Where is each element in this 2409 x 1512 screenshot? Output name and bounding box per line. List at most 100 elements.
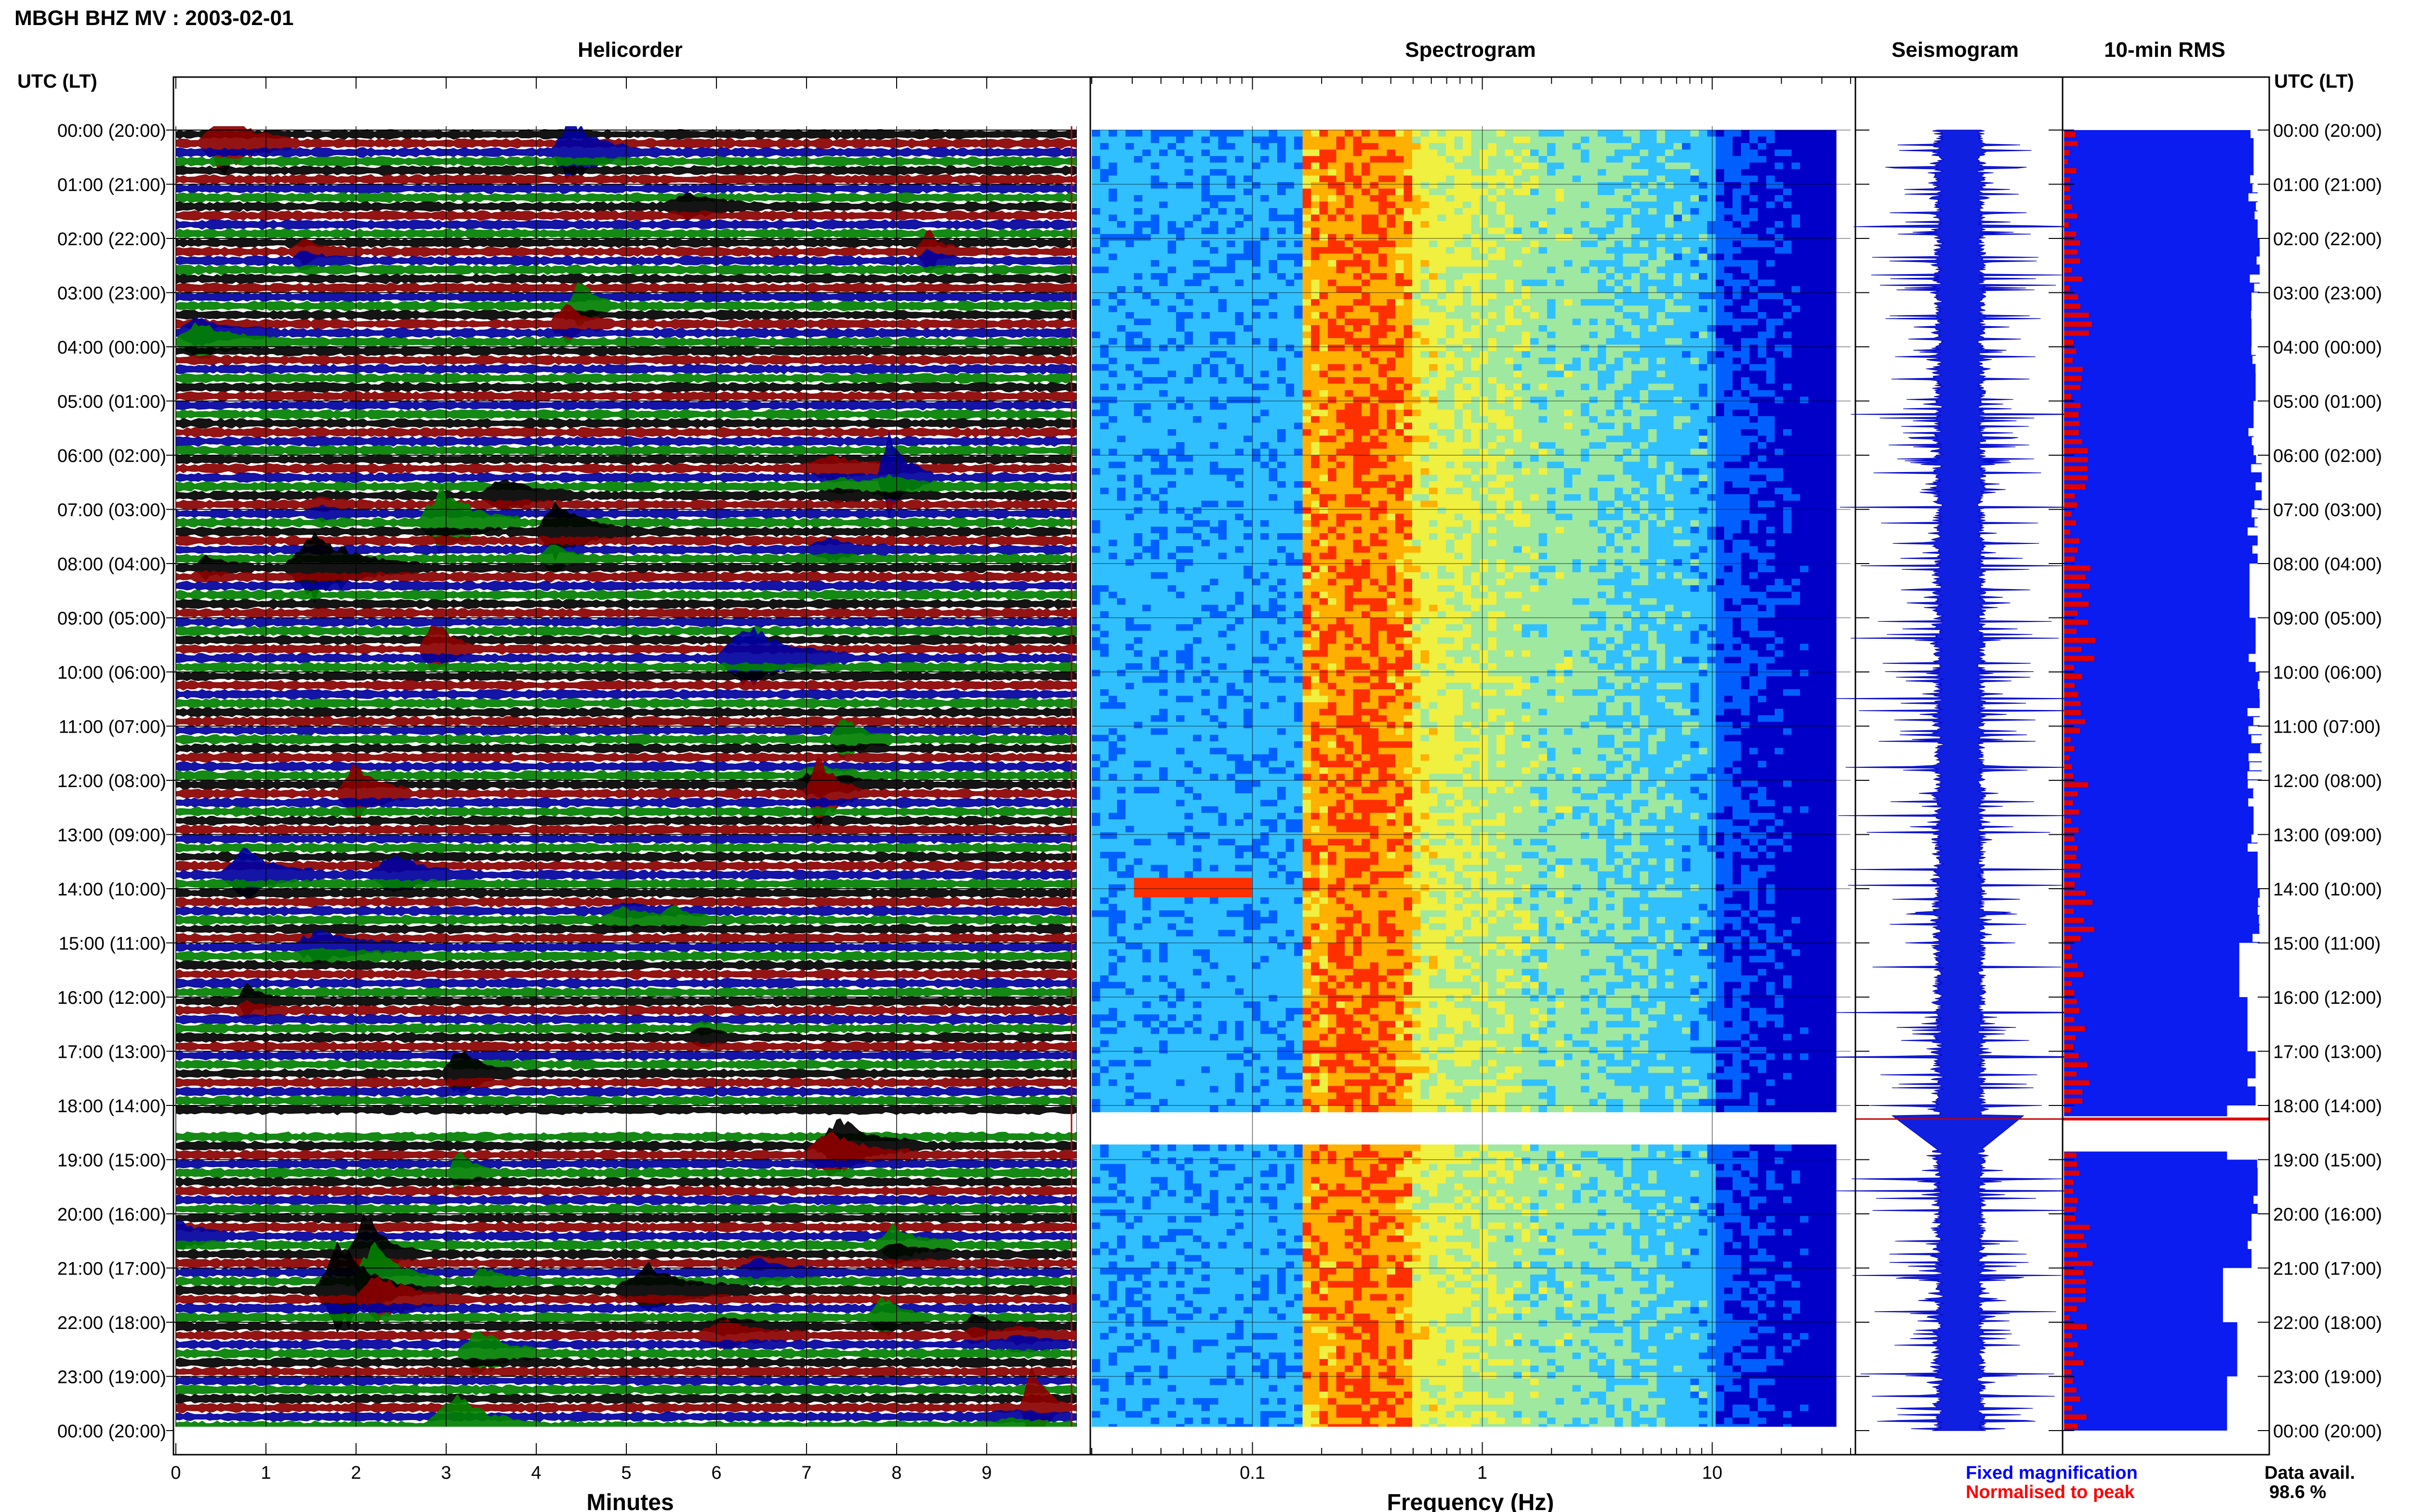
spectrogram-cell xyxy=(1362,130,1371,137)
spectrogram-cell xyxy=(1100,455,1109,462)
spectrogram-cell xyxy=(1530,299,1539,306)
spectrogram-cell xyxy=(1665,299,1674,306)
spectrogram-cell xyxy=(1109,253,1118,261)
spectrogram-cell xyxy=(1834,273,1837,280)
spectrogram-cell xyxy=(1353,175,1362,183)
spectrogram-cell xyxy=(1151,468,1160,475)
spectrogram-cell xyxy=(1589,325,1598,332)
spectrogram-cell xyxy=(1800,201,1809,209)
spectrogram-cell xyxy=(1176,208,1185,215)
spectrogram-cell xyxy=(1682,370,1691,378)
spectrogram-cell xyxy=(1673,130,1682,137)
spectrogram-cell xyxy=(1362,292,1371,300)
spectrogram-cell xyxy=(1437,182,1446,189)
spectrogram-cell xyxy=(1623,468,1632,475)
spectrogram-cell xyxy=(1252,130,1261,137)
spectrogram-cell xyxy=(1716,461,1725,469)
spectrogram-cell xyxy=(1370,143,1379,150)
spectrogram-cell xyxy=(1682,286,1691,293)
spectrogram-cell xyxy=(1353,286,1362,293)
spectrogram-cell xyxy=(1235,273,1244,280)
spectrogram-cell xyxy=(1328,188,1337,196)
spectrogram-cell xyxy=(1749,468,1759,475)
spectrogram-cell xyxy=(1294,214,1303,222)
spectrogram-cell xyxy=(1294,279,1303,287)
spectrogram-cell xyxy=(1387,162,1396,170)
spectrogram-cell xyxy=(1488,221,1497,228)
spectrogram-cell xyxy=(1218,201,1227,209)
spectrogram-cell xyxy=(1117,234,1126,241)
spectrogram-cell xyxy=(1370,221,1379,228)
spectrogram-cell xyxy=(1808,156,1817,163)
spectrogram-cell xyxy=(1403,305,1413,313)
spectrogram-cell xyxy=(1808,195,1817,202)
spectrogram-cell xyxy=(1623,429,1632,436)
spectrogram-cell xyxy=(1513,169,1522,176)
spectrogram-cell xyxy=(1817,286,1826,293)
spectrogram-cell xyxy=(1640,429,1649,436)
spectrogram-cell xyxy=(1412,331,1421,339)
spectrogram-cell xyxy=(1353,422,1362,430)
spectrogram-cell xyxy=(1538,188,1548,196)
spectrogram-cell xyxy=(1808,468,1817,475)
spectrogram-cell xyxy=(1302,461,1311,469)
spectrogram-cell xyxy=(1100,195,1109,202)
spectrogram-cell xyxy=(1277,468,1286,475)
spectrogram-cell xyxy=(1505,461,1514,469)
spectrogram-cell xyxy=(1766,344,1775,352)
spectrogram-cell xyxy=(1345,351,1354,358)
spectrogram-cell xyxy=(1631,292,1641,300)
spectrogram-cell xyxy=(1791,182,1800,189)
spectrogram-cell xyxy=(1766,396,1775,404)
spectrogram-cell xyxy=(1505,156,1514,163)
spectrogram-cell xyxy=(1285,260,1295,267)
spectrogram-cell xyxy=(1825,370,1834,378)
spectrogram-cell xyxy=(1749,201,1759,209)
spectrogram-cell xyxy=(1480,422,1489,430)
spectrogram-cell xyxy=(1522,234,1531,241)
spectrogram-cell xyxy=(1741,325,1750,332)
spectrogram-cell xyxy=(1218,130,1227,137)
spectrogram-cell xyxy=(1218,325,1227,332)
spectrogram-cell xyxy=(1682,201,1691,209)
spectrogram-cell xyxy=(1387,299,1396,306)
spectrogram-cell xyxy=(1167,299,1177,306)
spectrogram-cell xyxy=(1825,273,1834,280)
spectrogram-cell xyxy=(1387,266,1396,274)
spectrogram-cell xyxy=(1808,429,1817,436)
spectrogram-cell xyxy=(1783,416,1792,423)
spectrogram-cell xyxy=(1159,357,1168,365)
spectrogram-cell xyxy=(1218,409,1227,417)
spectrogram-cell xyxy=(1631,325,1641,332)
spectrogram-cell xyxy=(1496,390,1506,397)
spectrogram-cell xyxy=(1690,448,1699,456)
spectrogram-cell xyxy=(1167,435,1177,443)
spectrogram-cell xyxy=(1235,344,1244,352)
spectrogram-cell xyxy=(1505,162,1514,170)
spectrogram-cell xyxy=(1733,214,1742,222)
spectrogram-cell xyxy=(1716,338,1725,345)
spectrogram-cell xyxy=(1412,299,1421,306)
spectrogram-cell xyxy=(1513,409,1522,417)
spectrogram-cell xyxy=(1589,201,1598,209)
spectrogram-cell xyxy=(1345,182,1354,189)
spectrogram-cell xyxy=(1370,201,1379,209)
spectrogram-cell xyxy=(1100,221,1109,228)
spectrogram-cell xyxy=(1555,338,1564,345)
spectrogram-cell xyxy=(1640,403,1649,410)
spectrogram-cell xyxy=(1471,442,1480,449)
spectrogram-cell xyxy=(1117,253,1126,261)
spectrogram-cell xyxy=(1362,214,1371,222)
spectrogram-cell xyxy=(1092,162,1101,170)
spectrogram-cell xyxy=(1218,149,1227,157)
spectrogram-cell xyxy=(1319,305,1328,313)
spectrogram-cell xyxy=(1522,331,1531,339)
spectrogram-cell xyxy=(1328,357,1337,365)
spectrogram-cell xyxy=(1808,136,1817,144)
spectrogram-cell xyxy=(1640,260,1649,267)
spectrogram-cell xyxy=(1606,435,1615,443)
spectrogram-cell xyxy=(1269,143,1278,150)
spectrogram-cell xyxy=(1201,357,1210,365)
spectrogram-cell xyxy=(1210,175,1219,183)
spectrogram-cell xyxy=(1193,273,1202,280)
